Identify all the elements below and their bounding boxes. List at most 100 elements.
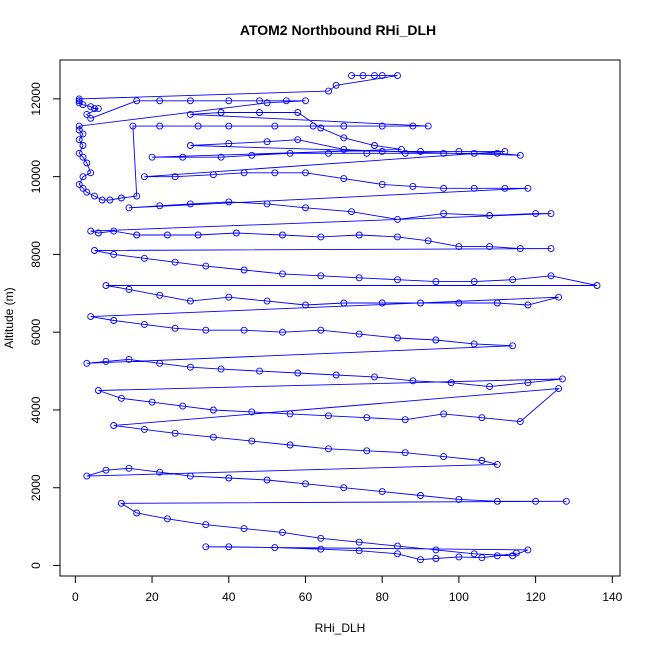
data-point	[156, 122, 164, 130]
y-tick-label: 12000	[29, 82, 43, 116]
data-point	[263, 99, 271, 107]
data-point	[179, 153, 187, 161]
data-point	[547, 272, 555, 280]
data-point	[340, 122, 348, 130]
data-point	[194, 231, 202, 239]
data-point	[263, 476, 271, 484]
data-point	[340, 484, 348, 492]
data-point	[524, 184, 532, 192]
data-point	[133, 509, 141, 517]
data-point	[279, 270, 286, 278]
data-point	[363, 414, 371, 422]
data-point	[432, 555, 440, 562]
data-point	[394, 542, 401, 550]
data-point	[194, 122, 202, 130]
data-point	[75, 149, 83, 157]
data-point	[340, 145, 348, 153]
data-point	[378, 72, 386, 80]
data-point	[562, 497, 570, 505]
data-point	[371, 373, 378, 381]
data-point	[94, 105, 102, 113]
data-point	[325, 445, 332, 453]
data-point	[394, 276, 401, 284]
data-point	[355, 538, 363, 546]
data-point	[156, 291, 164, 299]
data-point	[87, 313, 95, 321]
data-point	[486, 383, 494, 391]
data-point	[225, 140, 233, 148]
data-point	[225, 293, 233, 301]
data-point	[440, 184, 448, 192]
data-point	[256, 97, 263, 105]
data-point	[478, 554, 486, 562]
data-point	[486, 243, 494, 251]
data-point	[225, 198, 233, 206]
data-point	[524, 546, 532, 554]
data-point	[286, 410, 294, 418]
data-point	[125, 355, 133, 363]
data-point	[332, 81, 340, 89]
data-point	[240, 169, 248, 177]
data-point	[417, 147, 424, 155]
data-point	[171, 324, 179, 332]
data-point	[332, 371, 340, 379]
data-point	[202, 326, 210, 334]
data-point	[524, 379, 532, 387]
data-point	[455, 243, 463, 251]
data-point	[209, 171, 217, 179]
data-point	[91, 247, 98, 254]
data-point	[371, 142, 378, 149]
data-point	[125, 204, 133, 212]
data-point	[409, 122, 417, 130]
data-point	[378, 488, 386, 496]
data-point	[286, 149, 294, 157]
data-point	[140, 173, 148, 181]
data-point	[225, 474, 233, 482]
data-point	[217, 109, 225, 116]
data-point	[455, 299, 463, 307]
data-point	[209, 406, 217, 414]
data-point	[87, 169, 95, 177]
data-point	[559, 375, 566, 383]
data-point	[455, 553, 463, 561]
data-point	[209, 433, 217, 441]
data-point	[470, 149, 478, 157]
data-point	[355, 547, 363, 555]
data-point	[75, 97, 83, 105]
data-point	[470, 278, 478, 286]
data-point	[317, 326, 325, 334]
data-point	[340, 175, 348, 183]
data-point	[279, 231, 286, 239]
x-tick-label: 60	[299, 590, 313, 604]
data-point	[401, 416, 409, 424]
data-point	[91, 192, 98, 200]
x-tick-label: 100	[449, 590, 469, 604]
data-point	[102, 282, 110, 289]
data-point	[129, 122, 137, 130]
data-point	[202, 262, 210, 270]
data-point	[394, 334, 401, 342]
data-point	[75, 126, 83, 134]
data-point	[75, 99, 83, 107]
data-point	[248, 437, 256, 445]
data-point	[317, 272, 325, 280]
data-point	[163, 515, 171, 523]
y-axis-label: Altitude (m)	[2, 287, 16, 348]
data-point	[325, 87, 332, 95]
data-point	[516, 418, 524, 426]
data-point	[94, 229, 102, 237]
data-point	[125, 285, 133, 293]
data-point	[75, 180, 83, 188]
data-point	[501, 184, 509, 192]
data-point	[75, 122, 83, 130]
data-point	[524, 301, 532, 309]
data-point	[91, 105, 98, 113]
data-point	[486, 212, 494, 219]
data-point	[87, 227, 95, 235]
data-point	[156, 359, 164, 367]
data-point	[140, 425, 148, 433]
data-point	[156, 97, 164, 105]
data-point	[98, 196, 106, 204]
data-point	[516, 151, 524, 159]
data-point	[325, 149, 332, 157]
